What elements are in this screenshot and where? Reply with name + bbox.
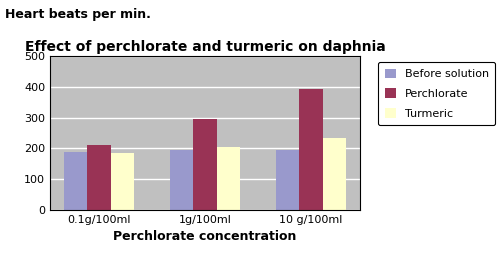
Title: Effect of perchlorate and turmeric on daphnia: Effect of perchlorate and turmeric on da… — [24, 40, 386, 54]
Legend: Before solution, Perchlorate, Turmeric: Before solution, Perchlorate, Turmeric — [378, 62, 496, 125]
Bar — [64, 152, 88, 210]
Bar — [170, 150, 194, 210]
X-axis label: Perchlorate concentration: Perchlorate concentration — [114, 230, 296, 243]
Text: Heart beats per min.: Heart beats per min. — [5, 8, 151, 21]
Bar — [300, 89, 322, 210]
Bar — [110, 153, 134, 210]
Bar — [216, 147, 240, 210]
Bar — [88, 145, 110, 210]
Bar — [322, 138, 346, 210]
Bar — [276, 150, 299, 210]
Bar — [194, 119, 216, 210]
